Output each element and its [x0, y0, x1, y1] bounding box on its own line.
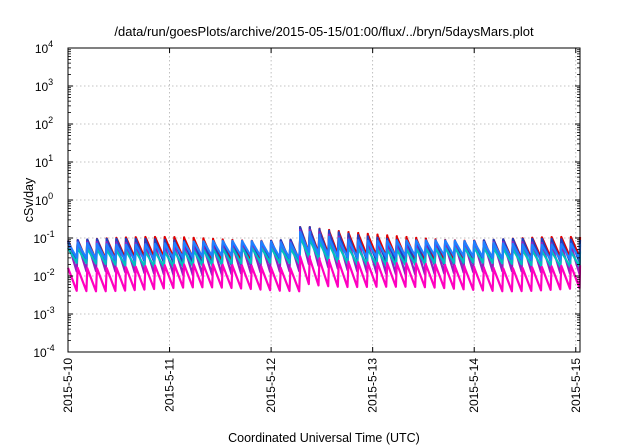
series-line [67, 230, 582, 262]
y-tick-label: 10-4 [33, 343, 54, 360]
y-tick-label: 101 [35, 153, 53, 170]
x-axis: 2015-5-10 2015-5-11 2015-5-12 2015-5-13 2015… [61, 48, 583, 413]
x-tick-label: 2015-5-13 [366, 358, 380, 413]
y-tick-label: 103 [35, 77, 53, 94]
y-axis: 10-4 10-3 10-2 10-1 100 101 102 103 104 [33, 39, 580, 360]
series-line [66, 226, 582, 267]
y-tick-label: 10-3 [33, 305, 54, 322]
chart-title: /data/run/goesPlots/archive/2015-05-15/0… [114, 24, 534, 39]
y-tick-label: 102 [35, 115, 53, 132]
x-tick-label: 2015-5-10 [61, 358, 75, 413]
grid [67, 48, 580, 352]
y-tick-label: 10-1 [33, 229, 54, 246]
y-axis-label: cSv/day [22, 177, 36, 222]
y-tick-label: 100 [35, 191, 53, 208]
x-axis-label: Coordinated Universal Time (UTC) [228, 431, 420, 445]
y-tick-label: 10-2 [33, 267, 54, 284]
series-line [66, 255, 582, 293]
x-tick-label: 2015-5-11 [163, 358, 177, 412]
x-tick-label: 2015-5-15 [569, 358, 583, 413]
x-tick-label: 2015-5-14 [467, 358, 481, 413]
x-tick-label: 2015-5-12 [264, 358, 278, 413]
series-group [66, 226, 582, 293]
y-tick-label: 104 [35, 39, 53, 56]
